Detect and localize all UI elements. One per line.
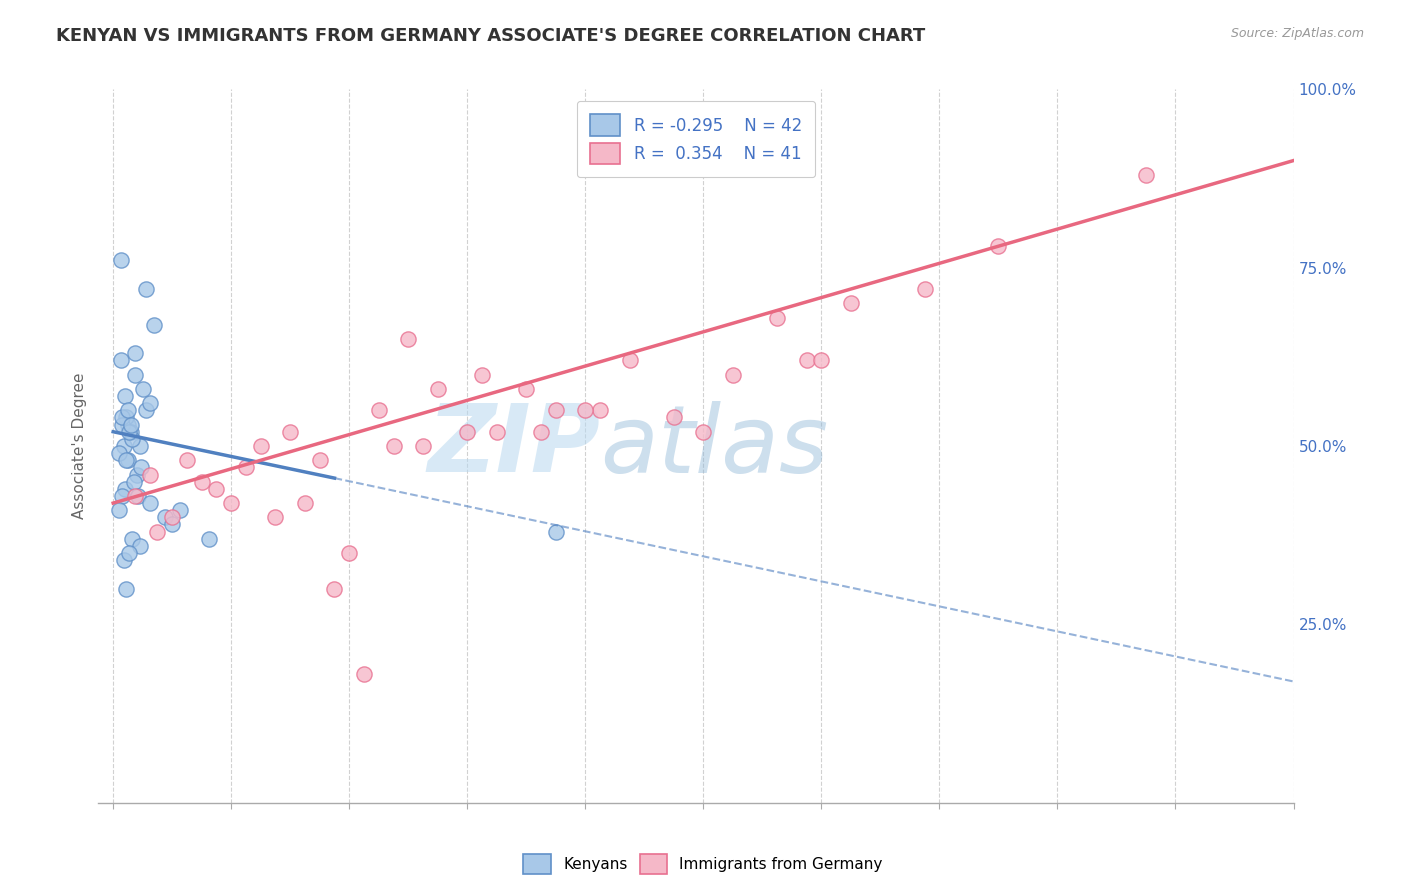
Point: [515, 382, 537, 396]
Point: [337, 546, 360, 560]
Point: [131, 382, 153, 396]
Point: [914, 282, 936, 296]
Point: [692, 425, 714, 439]
Point: [574, 403, 596, 417]
Text: atlas: atlas: [600, 401, 828, 491]
Point: [110, 353, 132, 368]
Point: [124, 368, 146, 382]
Point: [412, 439, 434, 453]
Point: [153, 510, 176, 524]
Point: [160, 510, 183, 524]
Point: [108, 446, 131, 460]
Point: [169, 503, 191, 517]
Point: [125, 467, 148, 482]
Point: [198, 532, 221, 546]
Point: [118, 425, 141, 439]
Point: [111, 489, 134, 503]
Point: [530, 425, 553, 439]
Point: [139, 467, 162, 482]
Legend: R = -0.295    N = 42, R =  0.354    N = 41: R = -0.295 N = 42, R = 0.354 N = 41: [576, 101, 815, 178]
Point: [662, 410, 685, 425]
Point: [308, 453, 330, 467]
Point: [485, 425, 508, 439]
Point: [382, 439, 405, 453]
Point: [117, 403, 139, 417]
Point: [619, 353, 641, 368]
Point: [589, 403, 612, 417]
Point: [235, 460, 257, 475]
Point: [128, 539, 150, 553]
Point: [796, 353, 818, 368]
Point: [128, 439, 150, 453]
Point: [112, 553, 135, 567]
Point: [139, 396, 162, 410]
Point: [108, 503, 131, 517]
Point: [160, 517, 183, 532]
Point: [810, 353, 832, 368]
Point: [1135, 168, 1157, 182]
Point: [139, 496, 162, 510]
Point: [544, 524, 567, 539]
Point: [121, 532, 143, 546]
Point: [426, 382, 449, 396]
Point: [115, 453, 138, 467]
Point: [353, 667, 375, 681]
Point: [124, 346, 146, 360]
Point: [278, 425, 301, 439]
Point: [111, 410, 134, 425]
Point: [471, 368, 494, 382]
Text: KENYAN VS IMMIGRANTS FROM GERMANY ASSOCIATE'S DEGREE CORRELATION CHART: KENYAN VS IMMIGRANTS FROM GERMANY ASSOCI…: [56, 27, 925, 45]
Point: [143, 318, 166, 332]
Point: [118, 546, 141, 560]
Point: [120, 417, 142, 432]
Text: ZIP: ZIP: [427, 400, 600, 492]
Point: [120, 425, 142, 439]
Point: [129, 460, 152, 475]
Point: [176, 453, 198, 467]
Point: [294, 496, 316, 510]
Point: [396, 332, 419, 346]
Point: [190, 475, 212, 489]
Point: [135, 282, 157, 296]
Text: Source: ZipAtlas.com: Source: ZipAtlas.com: [1230, 27, 1364, 40]
Point: [205, 482, 228, 496]
Point: [135, 403, 157, 417]
Point: [987, 239, 1010, 253]
Y-axis label: Associate's Degree: Associate's Degree: [72, 373, 87, 519]
Point: [124, 489, 146, 503]
Point: [114, 389, 136, 403]
Point: [456, 425, 478, 439]
Point: [146, 524, 169, 539]
Point: [110, 253, 132, 268]
Point: [115, 582, 138, 596]
Legend: Kenyans, Immigrants from Germany: Kenyans, Immigrants from Germany: [517, 848, 889, 880]
Point: [766, 310, 789, 325]
Point: [122, 475, 145, 489]
Point: [219, 496, 242, 510]
Point: [115, 410, 138, 425]
Point: [117, 417, 139, 432]
Point: [721, 368, 744, 382]
Point: [249, 439, 271, 453]
Point: [121, 432, 143, 446]
Point: [114, 482, 136, 496]
Point: [111, 417, 134, 432]
Point: [323, 582, 346, 596]
Point: [839, 296, 862, 310]
Point: [117, 453, 139, 467]
Point: [544, 403, 567, 417]
Point: [367, 403, 389, 417]
Point: [127, 489, 149, 503]
Point: [112, 439, 135, 453]
Point: [264, 510, 287, 524]
